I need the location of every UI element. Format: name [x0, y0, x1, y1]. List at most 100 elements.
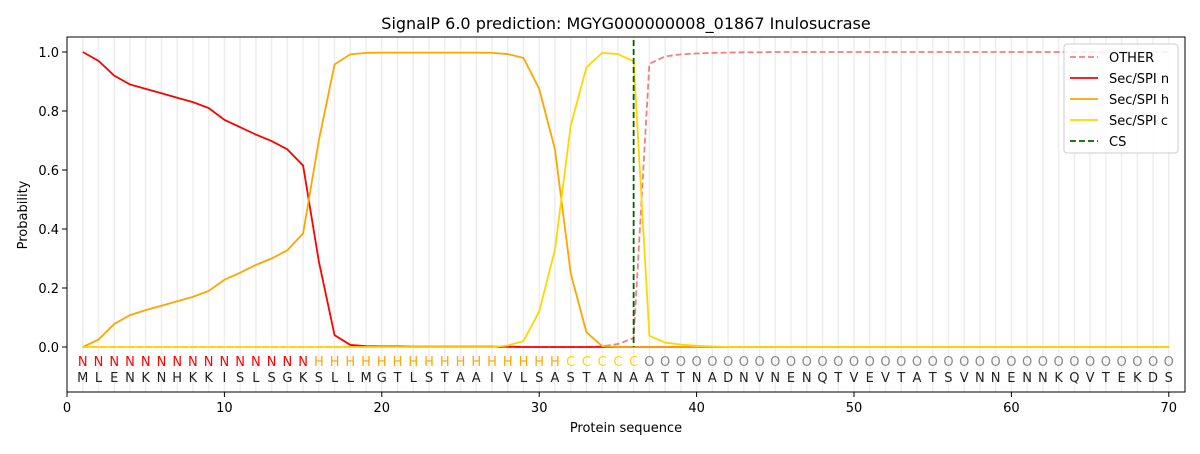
- region-label: O: [786, 355, 796, 370]
- legend-label: Sec/SPI h: [1109, 93, 1169, 108]
- residue-label: E: [1117, 371, 1125, 386]
- residue-label: N: [975, 371, 985, 386]
- region-label: O: [1006, 355, 1016, 370]
- residue-label: T: [896, 371, 905, 386]
- series-sec-spi-h: [82, 51, 1169, 348]
- residue-label: T: [440, 371, 449, 386]
- legend-box: [1063, 43, 1179, 154]
- region-label: C: [598, 355, 607, 370]
- region-label: H: [550, 355, 560, 370]
- x-tick-label: 30: [531, 401, 548, 416]
- region-label: O: [1132, 355, 1142, 370]
- residue-label: T: [393, 371, 402, 386]
- region-label: H: [503, 355, 513, 370]
- residue-label: S: [425, 371, 433, 386]
- region-label: N: [78, 355, 88, 370]
- region-label: O: [1164, 355, 1174, 370]
- residue-label: T: [581, 371, 590, 386]
- y-tick-label: 1.0: [38, 46, 59, 61]
- residue-label: Q: [817, 371, 827, 386]
- residue-label: V: [881, 371, 890, 386]
- residue-label: N: [802, 371, 812, 386]
- plot-frame: [66, 36, 1186, 393]
- region-label: H: [361, 355, 371, 370]
- residue-label: S: [315, 371, 323, 386]
- residue-label: S: [236, 371, 244, 386]
- region-label: N: [251, 355, 261, 370]
- residue-label: N: [1022, 371, 1032, 386]
- region-label: O: [975, 355, 985, 370]
- region-label: O: [1054, 355, 1064, 370]
- residue-label: S: [567, 371, 575, 386]
- region-label: O: [660, 355, 670, 370]
- residue-label: T: [928, 371, 937, 386]
- residue-label: H: [172, 371, 182, 386]
- region-label: N: [188, 355, 198, 370]
- residue-label: K: [1054, 371, 1063, 386]
- region-label: O: [1101, 355, 1111, 370]
- residue-label: V: [850, 371, 859, 386]
- region-label: H: [471, 355, 481, 370]
- region-label: H: [330, 355, 340, 370]
- region-label: C: [582, 355, 591, 370]
- region-label: C: [613, 355, 622, 370]
- residue-label: N: [613, 371, 623, 386]
- residue-label: K: [141, 371, 150, 386]
- region-label: N: [109, 355, 119, 370]
- region-label: N: [204, 355, 214, 370]
- residue-label: E: [1007, 371, 1015, 386]
- residue-label: T: [660, 371, 669, 386]
- residue-label: K: [204, 371, 213, 386]
- region-label: H: [487, 355, 497, 370]
- residue-label: A: [472, 371, 481, 386]
- region-label: O: [865, 355, 875, 370]
- residue-label: G: [282, 371, 292, 386]
- region-label: H: [424, 355, 434, 370]
- residue-label: V: [503, 371, 512, 386]
- region-label: N: [125, 355, 135, 370]
- y-axis-label: Probability: [16, 180, 31, 249]
- region-label: O: [1116, 355, 1126, 370]
- residue-label: N: [770, 371, 780, 386]
- series-sec-spi-n: [82, 51, 1169, 348]
- region-label: O: [833, 355, 843, 370]
- residue-label: G: [377, 371, 387, 386]
- region-label: O: [1038, 355, 1048, 370]
- residue-label: T: [833, 371, 842, 386]
- legend-label: CS: [1109, 135, 1126, 150]
- region-label: O: [991, 355, 1001, 370]
- residue-label: A: [708, 371, 717, 386]
- y-tick-label: 0.6: [38, 164, 59, 179]
- residue-label: T: [1101, 371, 1110, 386]
- residue-label: V: [755, 371, 764, 386]
- region-label: O: [707, 355, 717, 370]
- residue-label: K: [1133, 371, 1142, 386]
- region-label: H: [393, 355, 403, 370]
- residue-label: L: [95, 371, 103, 386]
- residue-label: D: [1148, 371, 1158, 386]
- legend-label: OTHER: [1109, 51, 1154, 66]
- residue-label: S: [535, 371, 543, 386]
- region-label: N: [220, 355, 230, 370]
- x-axis-label: Protein sequence: [570, 421, 682, 436]
- residue-label: A: [550, 371, 559, 386]
- region-label: O: [644, 355, 654, 370]
- series-other: [82, 51, 1169, 348]
- residue-label: I: [490, 371, 494, 386]
- residue-label: V: [960, 371, 969, 386]
- residue-label: E: [787, 371, 795, 386]
- region-label: O: [691, 355, 701, 370]
- region-label: O: [928, 355, 938, 370]
- region-label: N: [141, 355, 151, 370]
- residue-label: N: [692, 371, 702, 386]
- residue-label: Q: [1069, 371, 1079, 386]
- region-label: O: [1148, 355, 1158, 370]
- region-label: O: [770, 355, 780, 370]
- residue-label: V: [1086, 371, 1095, 386]
- residue-label: E: [866, 371, 874, 386]
- region-label: C: [629, 355, 638, 370]
- series-sec-spi-c: [82, 51, 1169, 348]
- region-label: N: [157, 355, 167, 370]
- y-tick-label: 0.8: [38, 105, 59, 120]
